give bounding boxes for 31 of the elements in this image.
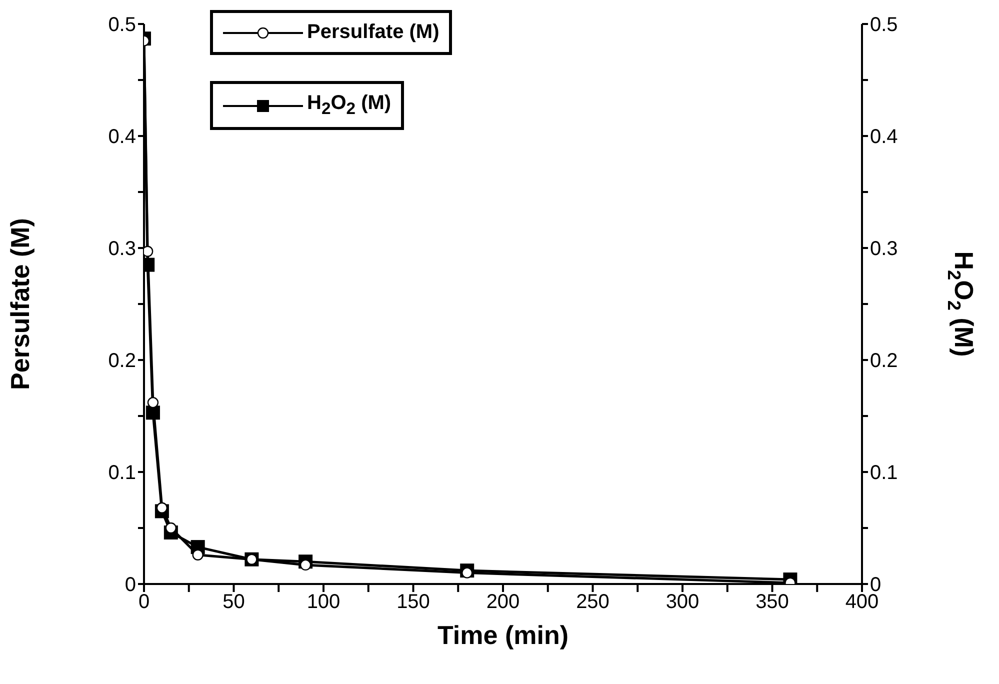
y-tick-label: 0.1 bbox=[108, 462, 136, 484]
point bbox=[300, 559, 312, 571]
x-tick-label: 350 bbox=[756, 591, 789, 614]
y2-tick-label: 0.2 bbox=[870, 350, 898, 372]
point bbox=[192, 549, 204, 560]
point bbox=[462, 567, 473, 578]
y-tick-label: 0.4 bbox=[108, 126, 136, 148]
x-tick-label: 250 bbox=[576, 591, 610, 614]
y-tick-label: 0.5 bbox=[108, 14, 136, 36]
y-tick-label: 0 bbox=[124, 574, 136, 596]
y-tick-label: 0.2 bbox=[108, 350, 136, 372]
y2-tick-label: 0.5 bbox=[870, 14, 898, 36]
point bbox=[165, 522, 177, 534]
x-tick-label: 400 bbox=[845, 591, 879, 614]
y-axis-title: Persulfate (M) bbox=[5, 218, 36, 390]
y2-tick-label: 0.1 bbox=[870, 462, 898, 484]
y2-tick-label: 0.3 bbox=[870, 238, 898, 260]
x-tick-label: 200 bbox=[486, 591, 520, 614]
x-tick-label: 50 bbox=[222, 591, 245, 614]
y-tick-label: 0.3 bbox=[108, 238, 136, 260]
legend-label: Persulfate (M) bbox=[307, 21, 440, 43]
y2-tick-label: 0.4 bbox=[870, 126, 898, 148]
x-axis-title: Time (min) bbox=[438, 620, 568, 650]
x-tick-label: 300 bbox=[666, 591, 700, 614]
x-tick-label: 100 bbox=[306, 591, 340, 614]
point bbox=[147, 396, 159, 408]
x-tick-label: 0 bbox=[138, 591, 150, 614]
legend-label: H$_{2}$O$_{2}$ (M) bbox=[307, 92, 392, 118]
point bbox=[146, 406, 160, 420]
x-tick-label: 150 bbox=[396, 591, 430, 614]
point bbox=[156, 502, 168, 514]
